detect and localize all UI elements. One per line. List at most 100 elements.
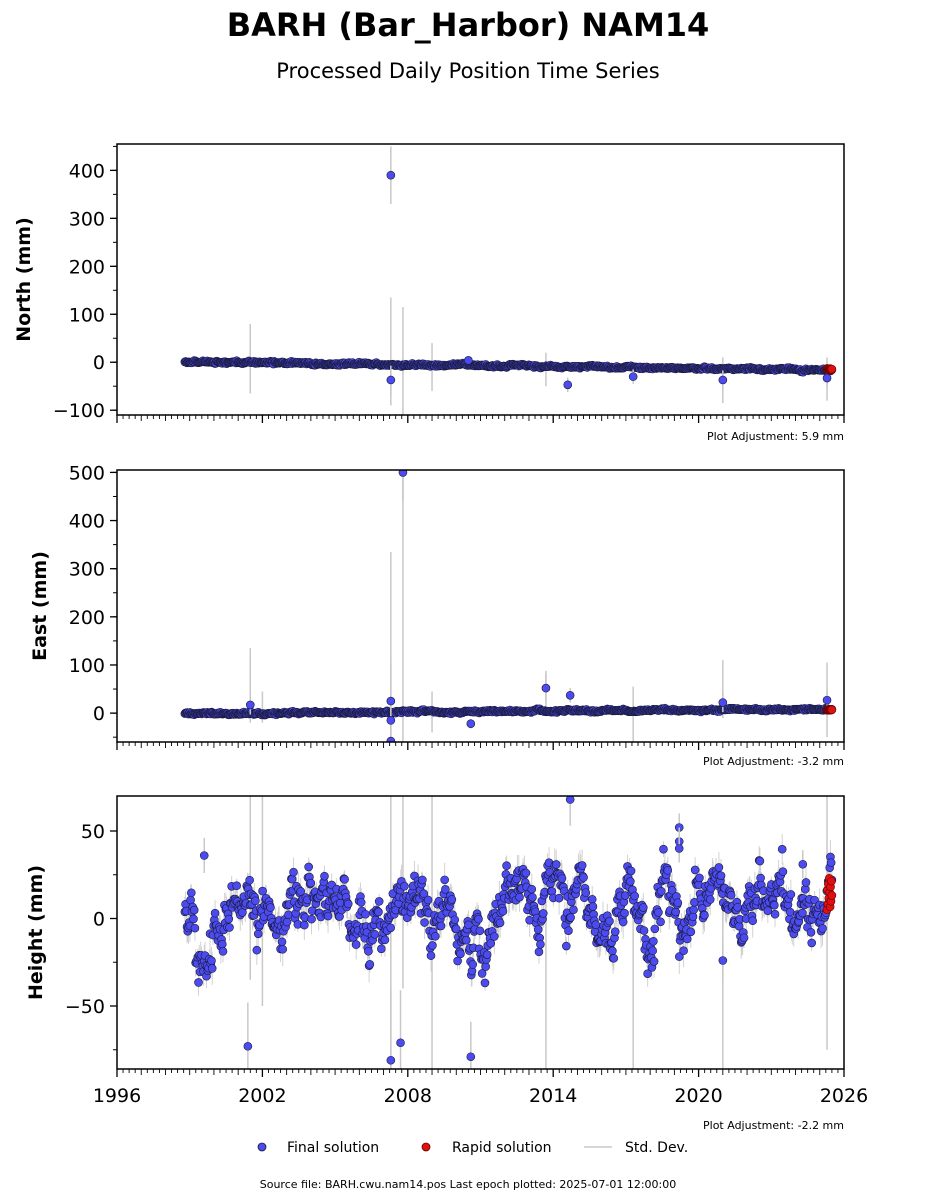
- legend-final-label: Final solution: [287, 1140, 379, 1156]
- final-point: [649, 936, 658, 946]
- final-point: [468, 960, 478, 969]
- y-tick-label: 300: [69, 559, 105, 581]
- final-point: [826, 858, 836, 867]
- final-point: [186, 895, 195, 905]
- final-point: [351, 940, 361, 949]
- final-point: [245, 700, 255, 710]
- final-point: [718, 956, 728, 965]
- y-tick-label: 0: [93, 352, 105, 374]
- final-point: [807, 938, 817, 948]
- final-point: [682, 934, 692, 944]
- final-point: [245, 875, 254, 885]
- final-point: [515, 892, 524, 902]
- final-point: [748, 916, 758, 926]
- x-tick-label: 2020: [674, 1085, 722, 1107]
- final-point: [490, 932, 499, 941]
- final-point: [440, 875, 449, 885]
- final-point: [477, 969, 487, 978]
- final-point: [785, 907, 795, 917]
- final-point: [187, 888, 196, 898]
- final-point: [420, 918, 429, 927]
- final-point: [456, 949, 465, 959]
- y-axis-label: Height (mm): [25, 865, 47, 1000]
- final-point: [581, 888, 591, 897]
- chart-subtitle: Processed Daily Position Time Series: [276, 59, 660, 83]
- final-point: [232, 881, 241, 891]
- final-point: [620, 908, 629, 918]
- final-point: [466, 719, 476, 729]
- final-point: [527, 884, 537, 894]
- final-point: [778, 867, 788, 876]
- final-point: [643, 969, 652, 978]
- final-point: [756, 873, 765, 883]
- final-point: [386, 170, 396, 180]
- final-point: [626, 877, 635, 886]
- final-point: [189, 914, 198, 924]
- y-tick-label: 200: [69, 607, 105, 629]
- final-point: [562, 941, 571, 951]
- final-point: [667, 885, 677, 895]
- final-point: [551, 860, 561, 869]
- x-tick-label: 1996: [93, 1085, 141, 1107]
- plot-adjustment: Plot Adjustment: -3.2 mm: [703, 755, 844, 768]
- rapid-point: [827, 705, 837, 715]
- final-point: [673, 898, 683, 908]
- plot-area: [180, 470, 837, 742]
- final-point: [534, 947, 544, 957]
- final-point: [194, 978, 203, 987]
- final-point: [801, 878, 811, 887]
- final-point: [207, 956, 216, 966]
- final-point: [364, 946, 373, 956]
- final-point: [418, 875, 427, 885]
- final-point: [739, 933, 749, 943]
- final-point: [563, 380, 573, 390]
- y-tick-label: 100: [69, 655, 105, 677]
- final-point: [679, 946, 688, 956]
- final-point: [689, 905, 699, 915]
- final-point: [770, 900, 779, 910]
- final-point: [528, 892, 537, 902]
- plot-area: [180, 146, 837, 415]
- north-panel: −100 0 100 200 300 400 North (mm) Plot Adjustme…: [13, 143, 845, 443]
- final-point: [608, 946, 617, 956]
- final-point: [521, 868, 531, 878]
- x-tick-label: 2014: [529, 1085, 577, 1107]
- legend-rapid-marker: [421, 1142, 431, 1152]
- final-point: [763, 906, 773, 916]
- final-point: [786, 890, 796, 899]
- final-point: [306, 878, 316, 888]
- chart-title: BARH (Bar_Harbor) NAM14: [227, 6, 710, 44]
- final-point: [289, 867, 298, 877]
- final-point: [777, 844, 787, 854]
- legend-final-marker: [257, 1142, 267, 1152]
- final-point: [618, 917, 628, 927]
- final-point: [639, 926, 649, 935]
- x-tick-label: 2026: [820, 1085, 868, 1107]
- final-point: [189, 905, 199, 915]
- final-point: [300, 920, 309, 930]
- final-point: [453, 956, 462, 966]
- final-point: [343, 899, 353, 909]
- final-point: [320, 871, 329, 881]
- axes-frame: [116, 469, 845, 743]
- final-point: [822, 695, 832, 705]
- final-point: [610, 927, 620, 936]
- final-point: [277, 937, 287, 947]
- plot-area: [180, 796, 837, 1069]
- final-point: [323, 911, 333, 921]
- final-point: [441, 885, 450, 894]
- final-point: [806, 927, 816, 937]
- final-point: [210, 908, 220, 918]
- final-point: [705, 895, 715, 904]
- final-point: [671, 907, 681, 917]
- final-point: [356, 898, 366, 907]
- final-point: [663, 866, 673, 875]
- rapid-point: [827, 891, 837, 900]
- final-point: [822, 373, 832, 383]
- y-axis-label: North (mm): [13, 217, 35, 342]
- final-point: [700, 910, 709, 920]
- final-point: [533, 925, 543, 934]
- final-point: [447, 895, 457, 904]
- final-point: [461, 935, 471, 945]
- final-point: [365, 960, 375, 969]
